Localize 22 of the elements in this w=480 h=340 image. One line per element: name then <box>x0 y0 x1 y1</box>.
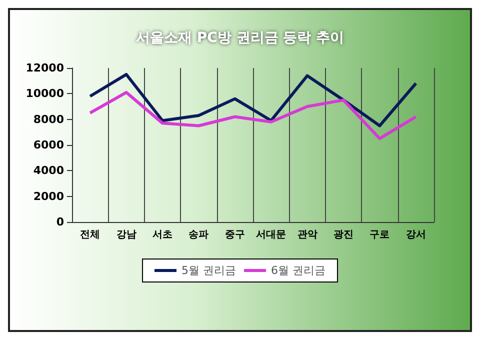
y-tick-label: 2000 <box>33 190 64 203</box>
y-tick-label: 0 <box>56 216 64 228</box>
y-tick-label: 4000 <box>33 164 64 178</box>
x-tick-label: 중구 <box>224 230 245 240</box>
x-tick-label: 강서 <box>406 230 426 240</box>
y-tick-label: 12000 <box>26 62 64 74</box>
chart-title: 서울소재 PC방 권리금 등락 추이 <box>136 30 344 46</box>
x-tick-label: 구로 <box>370 230 390 240</box>
x-tick-label: 서초 <box>152 230 172 240</box>
x-tick-label: 송파 <box>188 230 209 240</box>
line-series <box>88 90 418 140</box>
line-series <box>88 72 418 128</box>
legend-label: 6월 권리금 <box>271 264 326 277</box>
x-tick-label: 전체 <box>80 230 100 240</box>
x-tick-label: 관악 <box>297 230 318 240</box>
y-tick-label: 6000 <box>33 138 64 152</box>
y-tick-label: 8000 <box>33 112 64 126</box>
x-tick-label: 서대문 <box>256 230 286 240</box>
legend-label: 5월 권리금 <box>182 264 236 277</box>
x-tick-label: 광진 <box>334 230 354 240</box>
x-tick-label: 강남 <box>116 230 136 240</box>
y-tick-label: 10000 <box>26 87 64 100</box>
